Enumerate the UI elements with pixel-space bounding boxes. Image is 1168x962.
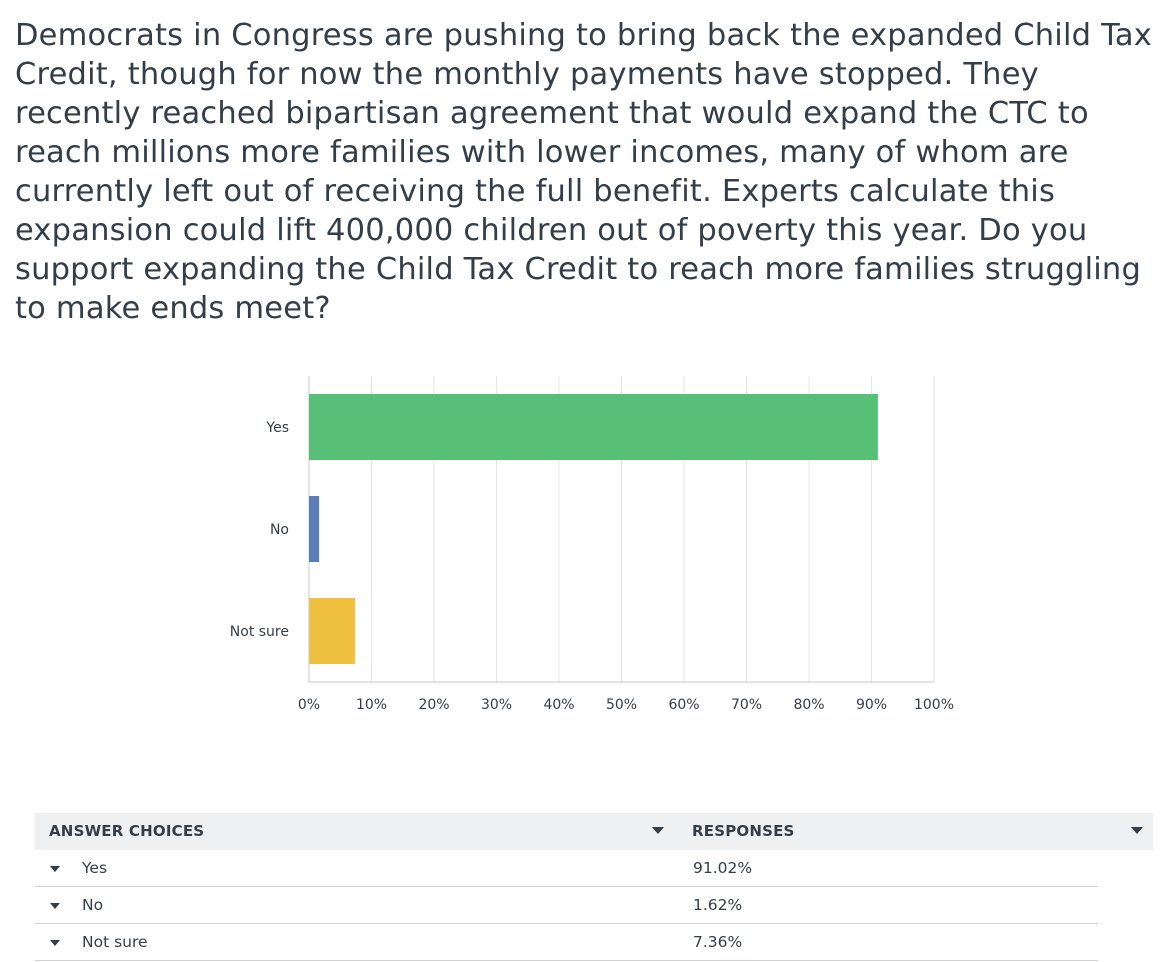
question-text: Democrats in Congress are pushing to bri… bbox=[15, 18, 1153, 326]
category-label: Not sure bbox=[230, 624, 289, 640]
bar bbox=[309, 598, 355, 664]
response-value: 91.02% bbox=[693, 859, 753, 877]
table-header: ANSWER CHOICES RESPONSES bbox=[35, 813, 1153, 850]
responses-header[interactable]: RESPONSES bbox=[678, 813, 1153, 850]
x-tick-label: 100% bbox=[914, 697, 954, 713]
answer-choices-header[interactable]: ANSWER CHOICES bbox=[35, 813, 676, 850]
x-tick-label: 90% bbox=[856, 697, 887, 713]
response-value: 1.62% bbox=[693, 896, 743, 914]
x-tick-label: 60% bbox=[668, 697, 699, 713]
x-tick-label: 30% bbox=[481, 697, 512, 713]
x-tick-label: 40% bbox=[543, 697, 574, 713]
x-tick-label: 0% bbox=[298, 697, 320, 713]
choice-cell: Yes bbox=[35, 850, 678, 886]
category-label: No bbox=[270, 522, 289, 538]
x-tick-label: 70% bbox=[731, 697, 762, 713]
bar bbox=[309, 496, 320, 562]
caret-down-icon[interactable] bbox=[50, 866, 60, 872]
table-row: Yes 91.02% bbox=[35, 850, 1098, 887]
bar bbox=[309, 394, 878, 460]
responses-table: ANSWER CHOICES RESPONSES Yes 91.02% No 1… bbox=[35, 813, 1153, 961]
x-tick-label: 80% bbox=[793, 697, 824, 713]
choice-cell: No bbox=[35, 887, 678, 923]
caret-down-icon[interactable] bbox=[50, 940, 60, 946]
choice-label: No bbox=[82, 896, 104, 914]
response-value: 7.36% bbox=[693, 933, 743, 951]
answer-choices-header-label: ANSWER CHOICES bbox=[49, 822, 205, 840]
x-tick-label: 20% bbox=[418, 697, 449, 713]
caret-down-icon[interactable] bbox=[50, 903, 60, 909]
x-tick-label: 10% bbox=[356, 697, 387, 713]
chevron-down-icon[interactable] bbox=[1131, 827, 1143, 834]
choice-label: Yes bbox=[82, 859, 108, 877]
table-row: Not sure 7.36% bbox=[35, 924, 1098, 961]
choice-label: Not sure bbox=[82, 933, 148, 951]
table-row: No 1.62% bbox=[35, 887, 1098, 924]
x-tick-label: 50% bbox=[606, 697, 637, 713]
chevron-down-icon[interactable] bbox=[652, 827, 664, 834]
responses-header-label: RESPONSES bbox=[692, 822, 795, 840]
choice-cell: Not sure bbox=[35, 924, 678, 960]
category-label: Yes bbox=[265, 420, 289, 436]
